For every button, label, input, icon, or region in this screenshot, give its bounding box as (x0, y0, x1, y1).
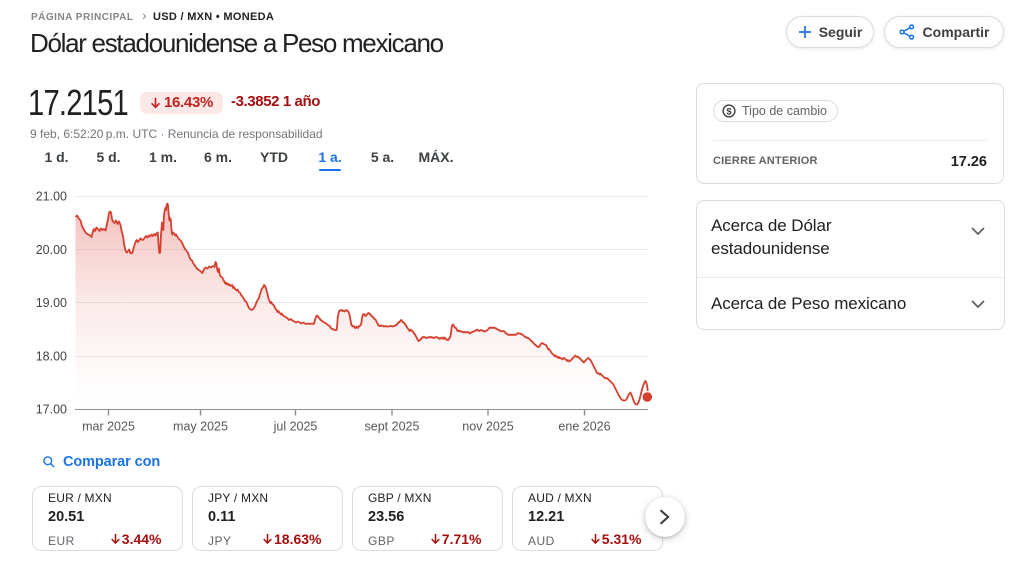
svg-text:mar 2025: mar 2025 (82, 420, 135, 434)
svg-text:17.00: 17.00 (36, 403, 67, 417)
svg-text:20.00: 20.00 (36, 243, 67, 257)
svg-text:ene 2026: ene 2026 (558, 420, 610, 434)
svg-text:19.00: 19.00 (36, 296, 67, 310)
svg-text:jul 2025: jul 2025 (273, 420, 318, 434)
svg-text:21.00: 21.00 (36, 190, 67, 204)
svg-text:nov 2025: nov 2025 (462, 420, 513, 434)
svg-text:$: $ (726, 106, 732, 117)
svg-text:may 2025: may 2025 (173, 420, 228, 434)
svg-text:sept 2025: sept 2025 (365, 420, 420, 434)
svg-text:18.00: 18.00 (36, 350, 67, 364)
